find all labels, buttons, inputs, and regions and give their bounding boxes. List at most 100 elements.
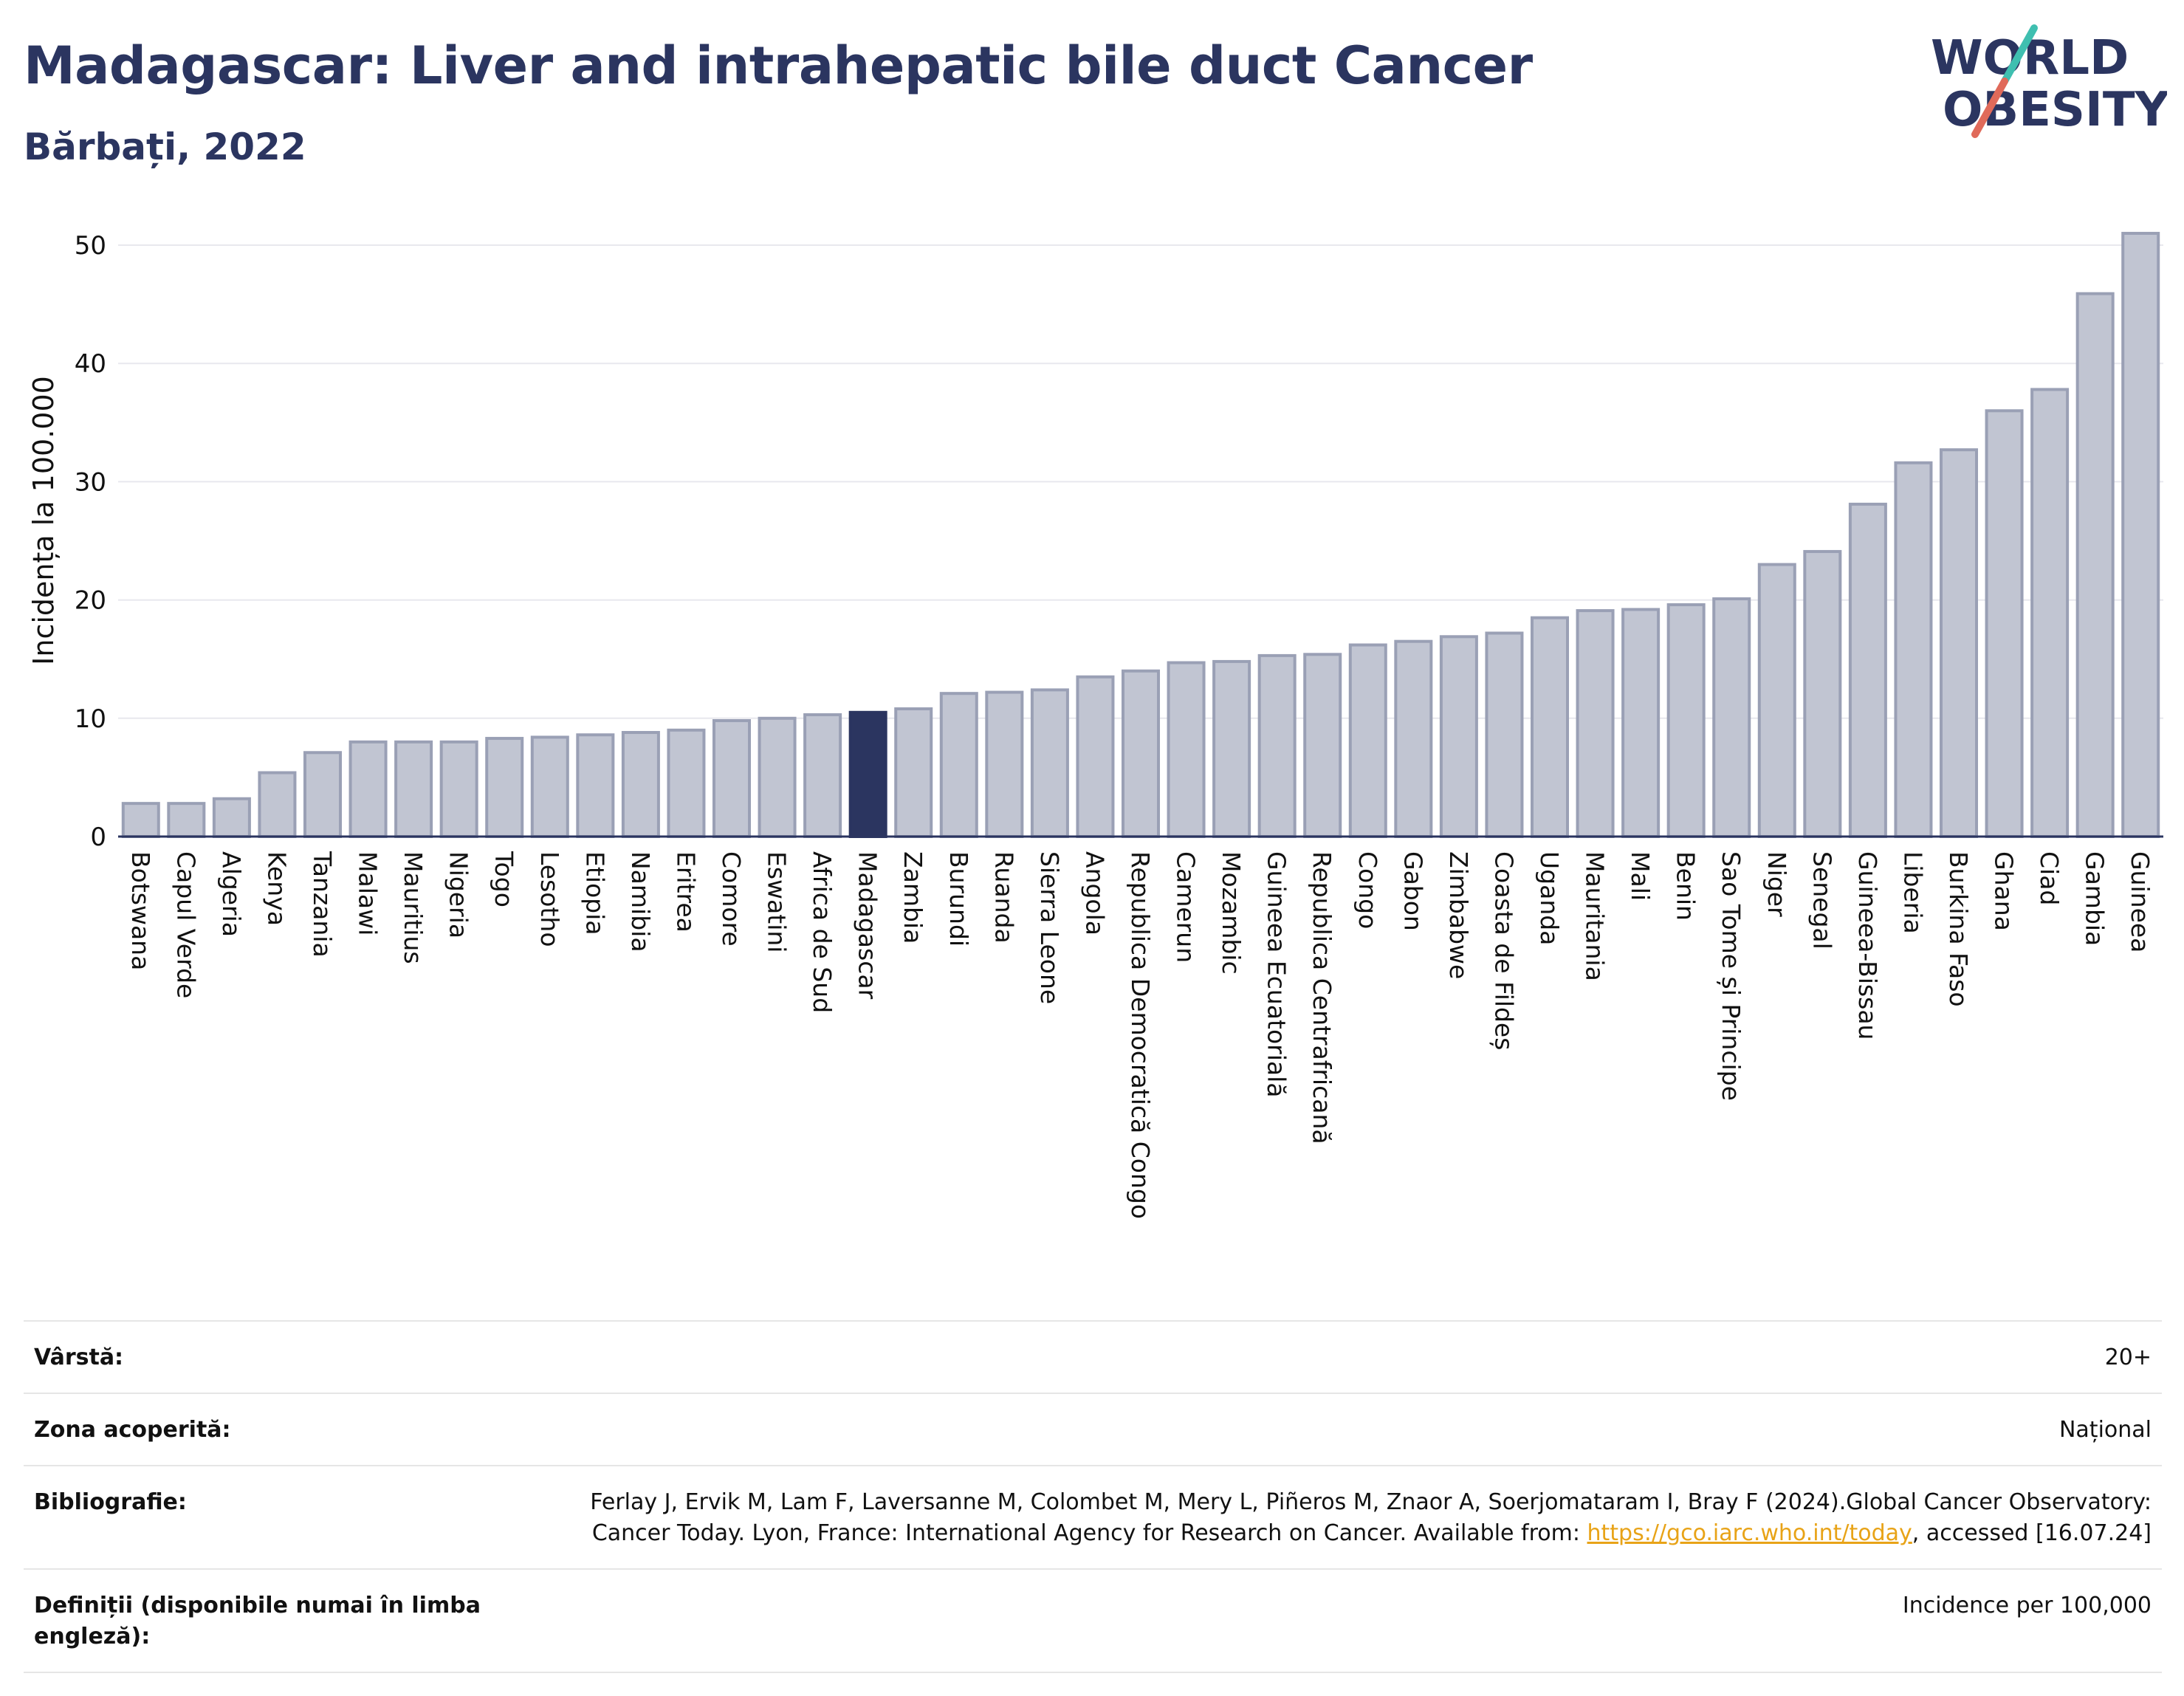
x-category-label: Ruanda <box>989 851 1018 944</box>
bar <box>1666 603 1706 838</box>
meta-label: Definiții (disponibile numai în limba en… <box>34 1593 481 1649</box>
x-category-label: Mali <box>1626 851 1655 901</box>
bar <box>894 707 933 838</box>
meta-value: Incidence per 100,000 <box>1902 1593 2152 1618</box>
bar <box>1030 688 1069 838</box>
bar <box>758 716 797 838</box>
x-category-label: Uganda <box>1535 851 1564 945</box>
bar <box>348 740 388 838</box>
x-category-label: Africa de Sud <box>808 851 837 1013</box>
metadata-table: Vârstă: 20+ Zona acoperită: Național Bib… <box>24 1320 2162 1673</box>
bar <box>485 737 524 839</box>
x-category-label: Gambia <box>2081 851 2109 946</box>
source-link[interactable]: https://gco.iarc.who.int/today <box>1587 1520 1912 1546</box>
x-category-label: Namibia <box>626 851 655 952</box>
x-category-label: Eswatini <box>763 851 791 952</box>
meta-label: Bibliografie: <box>34 1489 187 1515</box>
x-category-label: Sao Tome și Principe <box>1717 851 1745 1101</box>
bars <box>118 232 2163 839</box>
bar <box>576 733 615 838</box>
meta-row-definitions: Definiții (disponibile numai în limba en… <box>24 1570 2162 1673</box>
meta-label: Vârstă: <box>34 1345 124 1370</box>
meta-value: 20+ <box>2104 1345 2152 1370</box>
bar-chart: 0 10 20 30 40 50 Botswana Capul Verde Algeria Ke… <box>27 231 2163 1219</box>
x-category-label: Gabon <box>1398 851 1427 931</box>
bar <box>1167 661 1206 839</box>
bar <box>212 797 251 838</box>
bar <box>939 692 978 838</box>
bar <box>1257 653 1297 838</box>
bar <box>530 735 569 839</box>
x-category-label: Niger <box>1762 851 1791 917</box>
bar <box>1621 608 1661 839</box>
x-category-label: Burkina Faso <box>1944 851 1973 1007</box>
x-category-label: Sierra Leone <box>1035 851 1064 1004</box>
y-axis-title: Incidența la 100.000 <box>27 376 60 665</box>
bar <box>1348 643 1387 838</box>
bar <box>621 731 660 838</box>
bar <box>303 751 343 839</box>
x-category-label: Eritrea <box>671 851 700 933</box>
x-category-label: Senegal <box>1807 851 1836 950</box>
y-tick-label: 10 <box>75 704 106 734</box>
x-category-label: Zimbabwe <box>1444 851 1473 979</box>
bar-highlighted <box>848 710 887 839</box>
bar <box>394 740 433 838</box>
x-category-label: Malawi <box>354 851 382 935</box>
x-category-label: Algeria <box>217 851 246 937</box>
x-category-label: Benin <box>1672 851 1700 921</box>
bar <box>1848 502 1887 838</box>
logo-slash-coral <box>1971 78 2008 138</box>
bar <box>1894 461 1933 838</box>
x-category-label: Guineea Ecuatorială <box>1263 851 1291 1098</box>
bar <box>2030 388 2070 838</box>
x-category-label: Comore <box>717 851 746 947</box>
bar <box>1076 675 1115 838</box>
y-tick-label: 50 <box>75 231 106 261</box>
x-category-label: Ghana <box>1990 851 2019 931</box>
x-category-label: Congo <box>1353 851 1382 929</box>
x-category-label: Togo <box>490 851 518 907</box>
bar <box>803 713 842 839</box>
x-category-label: Mauritius <box>399 851 427 964</box>
meta-value: Național <box>2058 1417 2152 1443</box>
x-category-label: Angola <box>1080 851 1109 935</box>
logo-slash-teal <box>2001 24 2038 85</box>
x-category-label: Republica Democratică Congo <box>1126 851 1155 1219</box>
bar <box>985 690 1024 838</box>
x-category-label: Liberia <box>1898 851 1927 934</box>
x-category-label: Etiopia <box>580 851 609 935</box>
y-tick-labels: 0 10 20 30 40 50 <box>75 231 106 852</box>
x-category-label: Lesotho <box>535 851 564 947</box>
x-category-label: Guineea-Bissau <box>1853 851 1882 1040</box>
chart-subtitle: Bărbați, 2022 <box>24 126 306 168</box>
bar <box>1121 669 1161 838</box>
bar <box>2075 292 2115 839</box>
bar <box>258 771 297 838</box>
chart-title: Madagascar: Liver and intrahepatic bile … <box>24 35 1533 96</box>
bar <box>167 802 206 838</box>
meta-value: Ferlay J, Ervik M, Lam F, Laversanne M, … <box>527 1487 2152 1549</box>
y-tick-label: 0 <box>90 823 106 852</box>
x-category-label: Guineea <box>2126 851 2154 952</box>
world-obesity-logo: WORLD OBESITY <box>1931 24 2167 138</box>
bar <box>1212 659 1251 839</box>
x-category-label: Mozambic <box>1217 851 1246 975</box>
x-category-label: Burundi <box>944 851 973 947</box>
x-category-label: Mauritania <box>1581 851 1610 981</box>
bibliography-accessed: , accessed [16.07.24] <box>1912 1520 2152 1546</box>
bar <box>121 802 160 838</box>
bar <box>2121 232 2160 838</box>
meta-row-area: Zona acoperită: Național <box>24 1394 2162 1466</box>
y-tick-label: 40 <box>75 349 106 379</box>
bar <box>1439 635 1478 839</box>
x-category-label: Camerun <box>1172 851 1201 963</box>
bibliography-text: Ferlay J, Ervik M, Lam F, Laversanne M, … <box>590 1489 2152 1546</box>
bar <box>1985 409 2024 838</box>
bar <box>1576 609 1615 839</box>
meta-row-bibliography: Bibliografie: Ferlay J, Ervik M, Lam F, … <box>24 1466 2162 1570</box>
bar <box>1303 653 1342 838</box>
bar <box>1530 616 1570 838</box>
x-category-label: Zambia <box>899 851 927 944</box>
y-tick-label: 30 <box>75 467 106 497</box>
